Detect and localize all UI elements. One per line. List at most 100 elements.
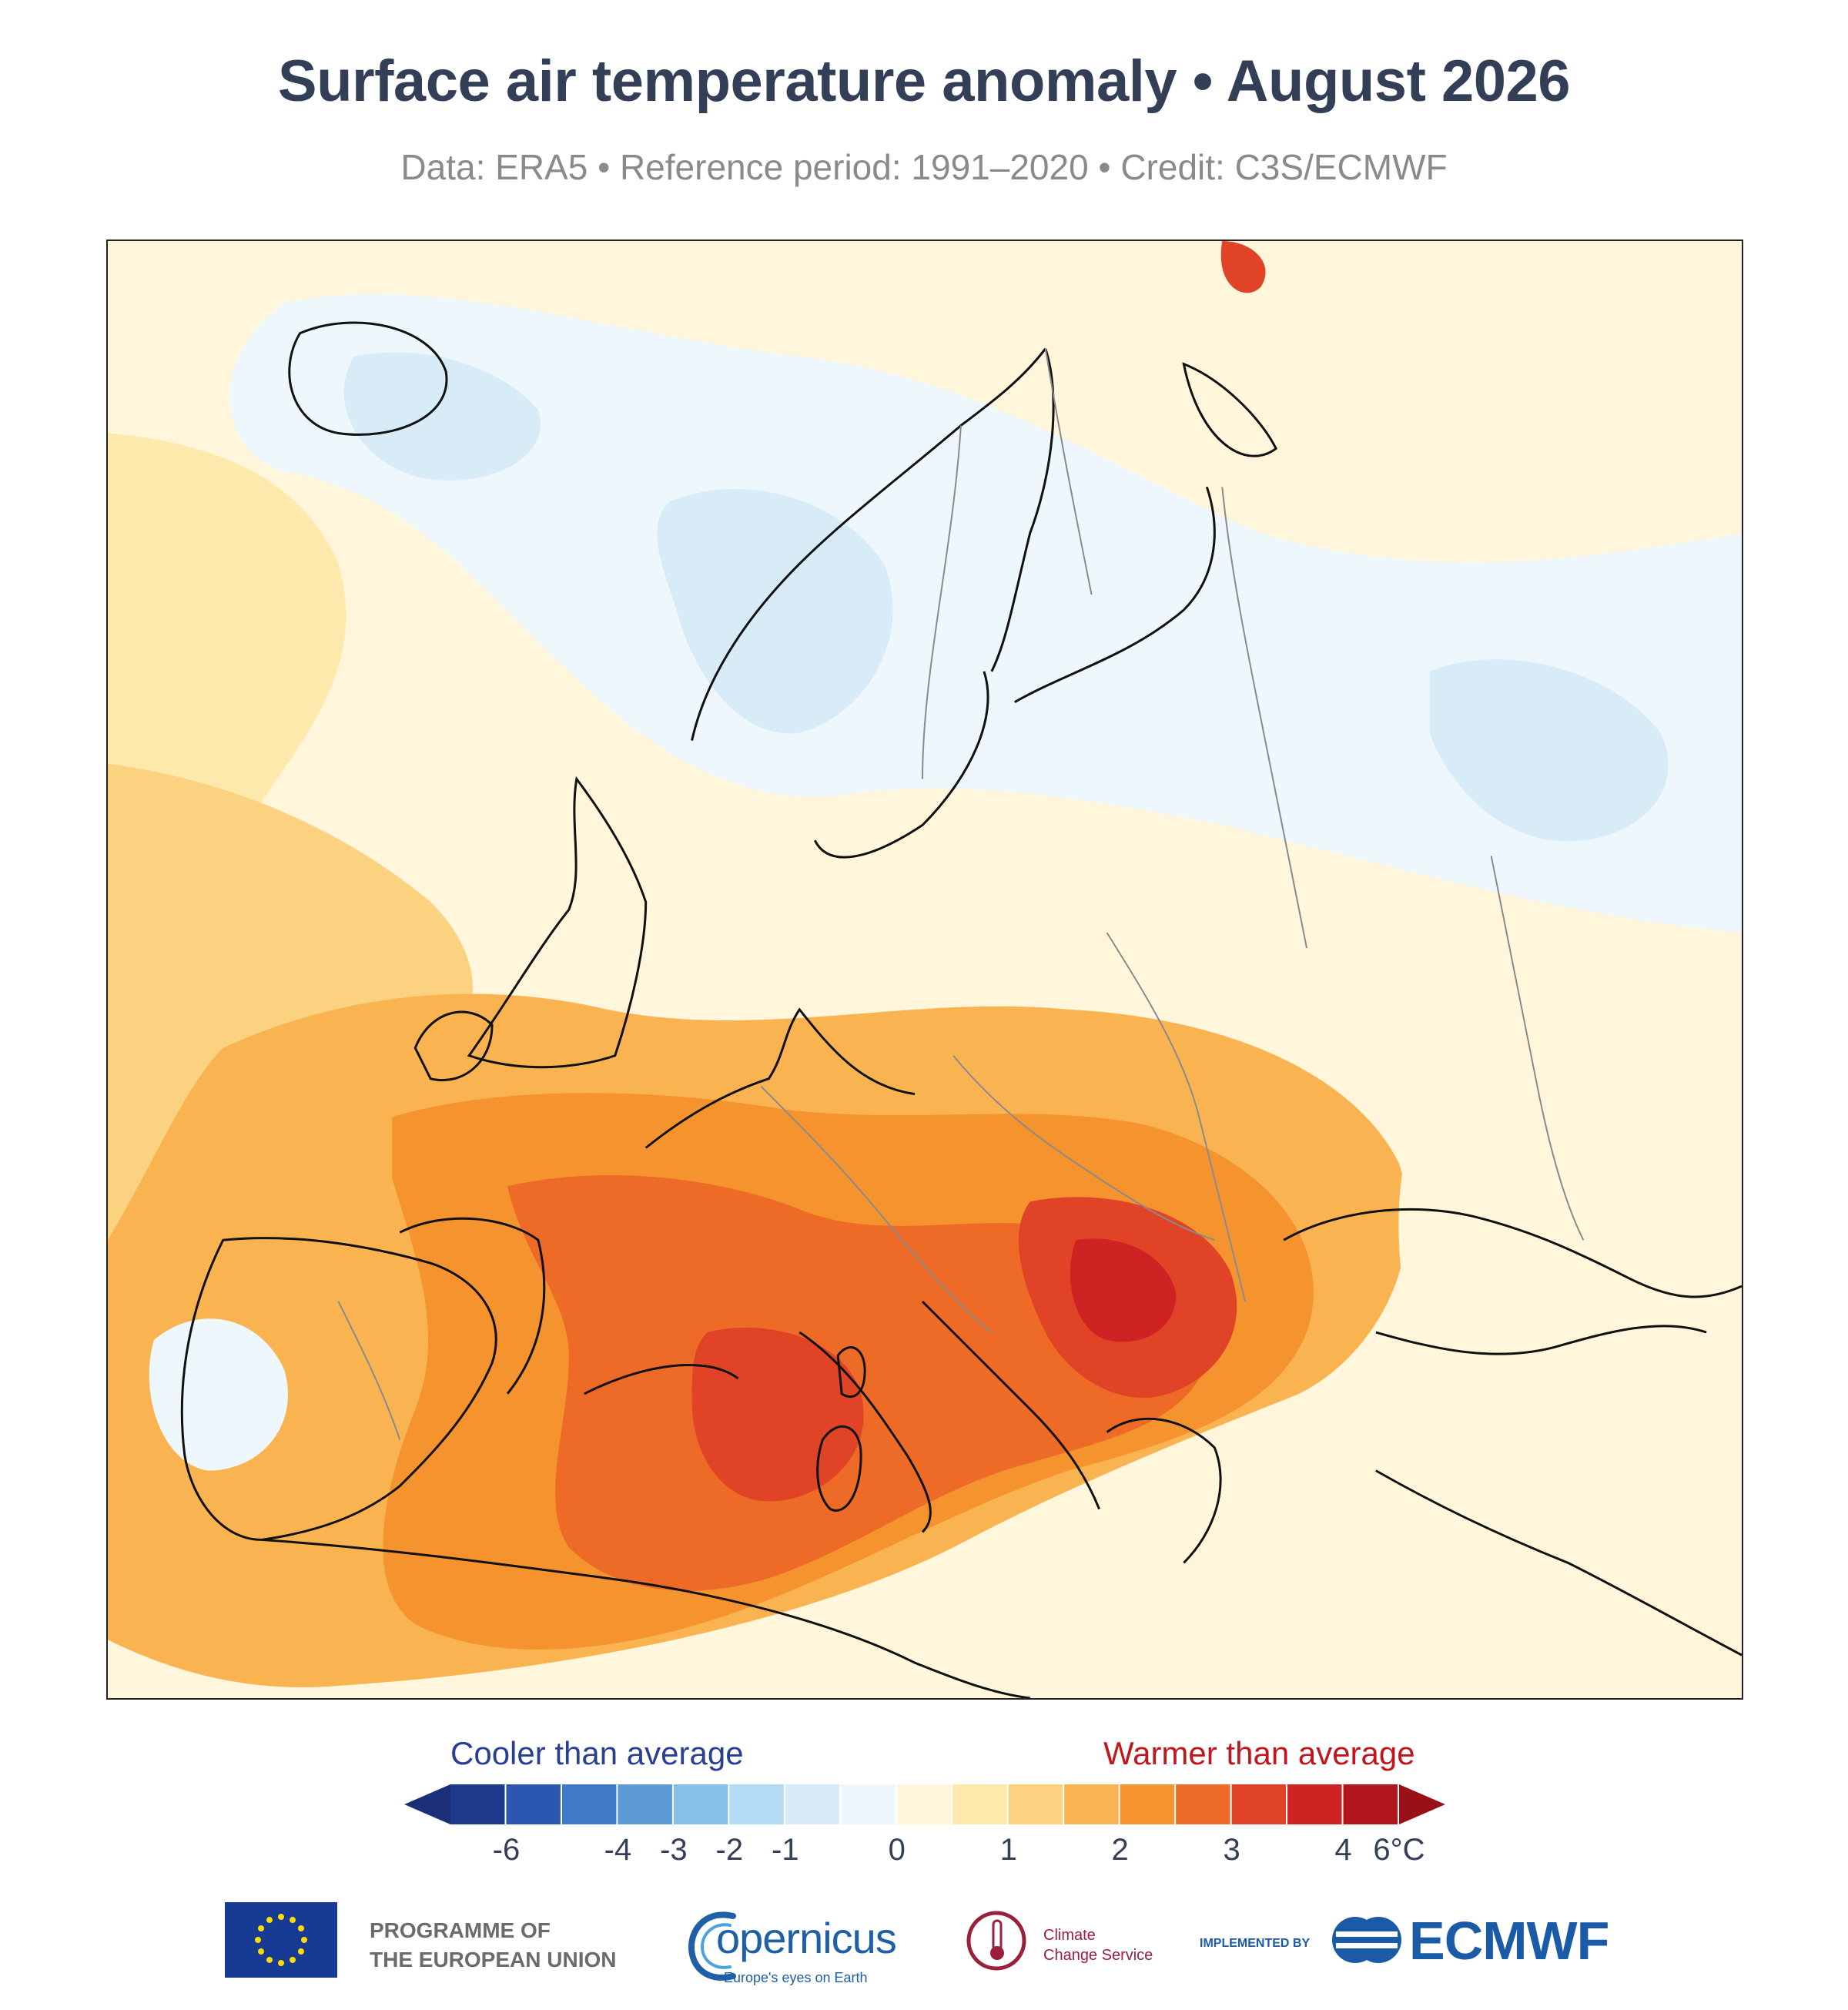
scale-swatch bbox=[841, 1784, 896, 1824]
scale-tick-label: -1 bbox=[772, 1833, 799, 1867]
tyrrhenian-hot-zone bbox=[691, 1327, 864, 1502]
black-sea-north-coast bbox=[1283, 1208, 1742, 1298]
eu-star bbox=[258, 1925, 265, 1931]
border-finland-russia bbox=[1221, 487, 1308, 949]
map-subtitle: Data: ERA5 • Reference period: 1991–2020… bbox=[400, 147, 1448, 187]
corsica-coast bbox=[836, 1346, 866, 1399]
scale-tick-label: -6 bbox=[492, 1833, 521, 1867]
scale-swatch bbox=[1231, 1784, 1287, 1824]
scale-tick-label: 1 bbox=[999, 1833, 1017, 1867]
scale-swatch bbox=[618, 1784, 672, 1824]
scale-swatch bbox=[561, 1784, 617, 1824]
anomaly-map bbox=[106, 240, 1743, 1700]
border-central-2 bbox=[952, 1055, 1215, 1241]
anatolia-coast bbox=[1375, 1469, 1742, 1657]
balkan-peak-zone bbox=[1070, 1238, 1177, 1342]
copernicus-logo-icon bbox=[688, 1911, 736, 1981]
norway-cool-zone bbox=[657, 488, 893, 734]
scale-swatch bbox=[952, 1784, 1007, 1824]
eu-star bbox=[266, 1956, 273, 1963]
scale-tick-label: -3 bbox=[660, 1833, 688, 1867]
black-sea-south-coast bbox=[1375, 1325, 1707, 1355]
copernicus-wordmark: opernicus bbox=[716, 1914, 897, 1962]
scale-swatch bbox=[896, 1784, 952, 1824]
c3s-text-line1: Climate bbox=[1043, 1927, 1096, 1944]
eu-text-line1: PROGRAMME OF bbox=[370, 1918, 551, 1942]
eu-star bbox=[297, 1925, 304, 1931]
benelux-coast bbox=[644, 1007, 916, 1149]
implemented-by-text: IMPLEMENTED BY bbox=[1200, 1937, 1311, 1950]
greece-coast bbox=[1106, 1417, 1222, 1564]
country-borders bbox=[337, 348, 1585, 1441]
scale-tick-label: 0 bbox=[888, 1833, 906, 1867]
scale-swatch bbox=[729, 1784, 784, 1824]
eu-star bbox=[258, 1948, 265, 1955]
color-scale-bar bbox=[404, 1784, 1445, 1824]
color-scale-ticks: -6 -4 -3 -2 -1 0 1 2 3 4 6°C bbox=[404, 1833, 1445, 1871]
scale-swatch bbox=[1120, 1784, 1175, 1824]
eu-star bbox=[301, 1937, 307, 1943]
c3s-text: Climate Change Service bbox=[1043, 1925, 1153, 1965]
c3s-logo-icon bbox=[966, 1911, 1026, 1971]
coastlines bbox=[180, 321, 1742, 1698]
north-africa-coast bbox=[261, 1538, 1030, 1698]
sardinia-coast bbox=[816, 1425, 862, 1512]
finland-coast bbox=[1014, 486, 1216, 704]
northern-cool-zone bbox=[229, 293, 1742, 933]
scale-low-arrow bbox=[404, 1784, 450, 1824]
map-title: Surface air temperature anomaly • August… bbox=[277, 49, 1571, 114]
border-sweden-finland bbox=[1044, 348, 1093, 595]
scale-tick-label: 6°C bbox=[1373, 1833, 1425, 1867]
eu-star bbox=[278, 1960, 284, 1966]
scale-swatch bbox=[1343, 1784, 1398, 1824]
adriatic-coast bbox=[921, 1301, 1100, 1510]
scale-swatch bbox=[673, 1784, 728, 1824]
scale-swatch bbox=[1008, 1784, 1063, 1824]
eu-programme-text: PROGRAMME OF THE EUROPEAN UNION bbox=[370, 1916, 616, 1975]
iceland-cool-zone bbox=[343, 352, 541, 481]
iberia-coast bbox=[180, 1237, 497, 1541]
russia-cool-zone bbox=[1429, 659, 1669, 842]
eu-flag-icon bbox=[225, 1902, 337, 1978]
border-norway-sweden bbox=[922, 425, 962, 779]
scale-tick-label: 3 bbox=[1223, 1833, 1240, 1867]
scale-tick-label: -2 bbox=[715, 1833, 744, 1867]
eu-star bbox=[290, 1956, 296, 1963]
kola-coast bbox=[1182, 362, 1278, 457]
scale-swatch bbox=[450, 1784, 505, 1824]
scale-tick-label: 2 bbox=[1111, 1833, 1129, 1867]
scale-swatch bbox=[785, 1784, 840, 1824]
logo-strip: PROGRAMME OF THE EUROPEAN UNION opernicu… bbox=[0, 1902, 1848, 1995]
britain-coast bbox=[467, 776, 648, 1069]
ecmwf-wordmark: ECMWF bbox=[1409, 1911, 1609, 1971]
eu-star bbox=[290, 1917, 296, 1924]
scale-swatch bbox=[1287, 1784, 1342, 1824]
border-spain-portugal bbox=[337, 1301, 401, 1441]
cooler-label: Cooler than average bbox=[450, 1735, 744, 1771]
border-central-1 bbox=[760, 1085, 993, 1333]
scale-swatch bbox=[506, 1784, 561, 1824]
med-north-coast bbox=[584, 1331, 932, 1533]
scale-high-arrow bbox=[1399, 1784, 1445, 1824]
iberia-cool-zone bbox=[149, 1318, 289, 1471]
c3s-text-line2: Change Service bbox=[1043, 1947, 1153, 1964]
scale-swatch bbox=[1176, 1784, 1230, 1824]
ireland-coast bbox=[413, 1010, 494, 1081]
warmer-label: Warmer than average bbox=[1103, 1735, 1415, 1771]
black-sea-neutral-zone bbox=[1398, 1117, 1742, 1475]
scale-tick-label: -4 bbox=[604, 1833, 632, 1867]
ecmwf-logo-icon bbox=[1332, 1917, 1401, 1963]
eu-text-line2: THE EUROPEAN UNION bbox=[370, 1948, 617, 1971]
copernicus-tagline: Europe's eyes on Earth bbox=[724, 1970, 868, 1985]
anomaly-map-canvas bbox=[108, 241, 1742, 1698]
eu-star bbox=[266, 1917, 273, 1924]
iceland-coast bbox=[288, 321, 448, 436]
eu-star bbox=[255, 1937, 261, 1943]
border-central-3 bbox=[1106, 932, 1247, 1302]
eu-star bbox=[278, 1914, 284, 1920]
color-scale bbox=[404, 1781, 1445, 1827]
border-east bbox=[1490, 856, 1585, 1241]
eu-star bbox=[297, 1948, 304, 1955]
scale-tick-label: 4 bbox=[1334, 1833, 1352, 1867]
sweden-coast bbox=[813, 671, 989, 859]
